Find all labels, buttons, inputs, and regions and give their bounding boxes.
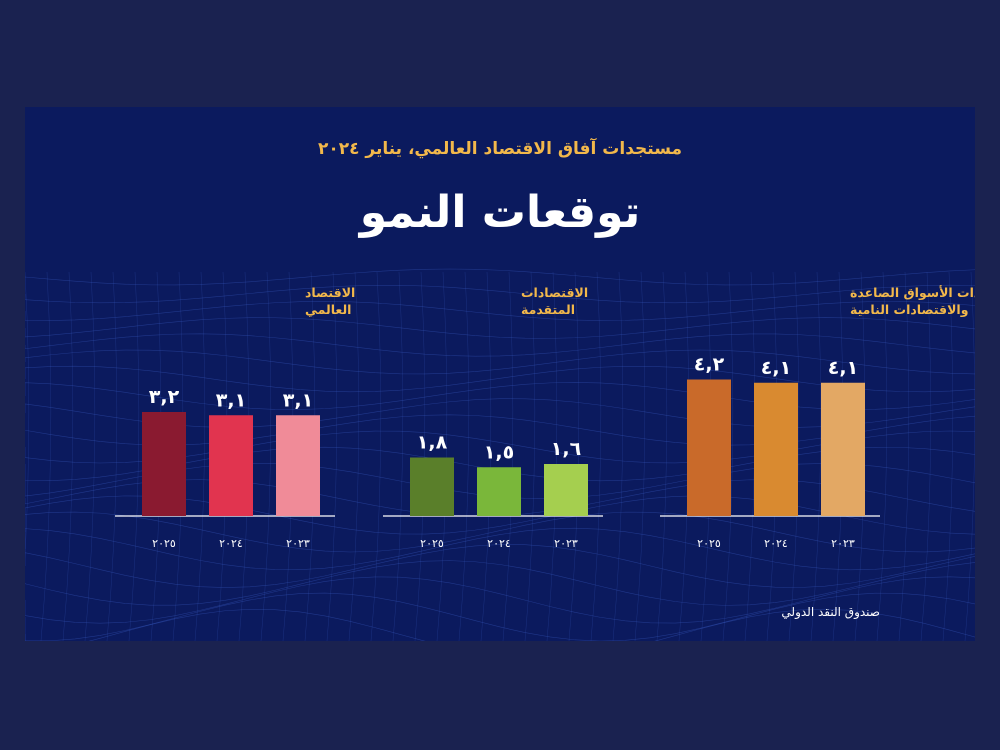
mesh-line: [25, 544, 975, 588]
bar-chart: اقتصادات الأسواق الصاعدة والاقتصادات النا…: [115, 285, 975, 550]
x-tick-label: ٢٠٢٥: [697, 537, 721, 550]
data-label: ١,٨: [417, 432, 448, 454]
mesh-line: [25, 317, 975, 339]
bar: [754, 382, 798, 516]
mesh-line: [128, 271, 140, 641]
group-label: المتقدمة: [521, 302, 575, 317]
x-tick-label: ٢٠٢٣: [831, 537, 855, 550]
mesh-line: [942, 271, 954, 641]
mesh-line: [106, 271, 118, 641]
mesh-line: [25, 284, 975, 304]
mesh-line: [348, 271, 360, 641]
mesh-line: [25, 349, 975, 375]
bar: [276, 415, 320, 516]
mesh-line: [326, 271, 338, 641]
bar: [544, 464, 588, 516]
data-label: ٣,١: [283, 389, 313, 411]
bar: [410, 457, 454, 516]
bar: [687, 379, 731, 516]
mesh-line: [25, 592, 975, 641]
mesh-line: [546, 271, 558, 641]
mesh-line: [612, 271, 624, 641]
mesh-line: [25, 333, 975, 357]
x-tick-label: ٢٠٢٣: [286, 537, 310, 550]
mesh-line: [370, 271, 382, 641]
mesh-line: [722, 271, 734, 641]
x-tick-label: ٢٠٢٤: [219, 537, 243, 550]
mesh-line: [40, 271, 52, 641]
mesh-line: [392, 271, 404, 641]
mesh-line: [414, 271, 426, 641]
mesh-line: [810, 271, 822, 641]
mesh-line: [25, 576, 975, 624]
data-label: ٣,٢: [149, 386, 180, 408]
data-label: ٤,١: [828, 357, 858, 379]
data-label: ٤,٢: [694, 354, 725, 376]
mesh-line: [194, 271, 206, 641]
mesh-line: [876, 271, 888, 641]
mesh-line: [25, 382, 975, 410]
mesh-line: [524, 271, 536, 641]
x-tick-label: ٢٠٢٥: [420, 537, 444, 550]
mesh-line: [25, 608, 975, 641]
mesh-line: [436, 271, 448, 641]
bar: [821, 382, 865, 516]
x-tick-label: ٢٠٢٤: [487, 537, 511, 550]
bar: [209, 415, 253, 516]
mesh-line: [25, 365, 975, 393]
mesh-line: [25, 511, 975, 553]
mesh-line: [920, 271, 932, 641]
chart-title: توقعات النمو: [359, 187, 641, 238]
mesh-line: [260, 271, 272, 641]
mesh-line: [25, 560, 975, 606]
mesh-line: [788, 271, 800, 641]
data-label: ١,٦: [551, 438, 581, 460]
data-label: ١,٥: [484, 441, 514, 463]
mesh-line: [502, 271, 514, 641]
chart-subtitle: مستجدات آفاق الاقتصاد العالمي، يناير ٢٠٢…: [317, 139, 683, 159]
mesh-line: [25, 527, 975, 571]
bar: [142, 412, 186, 516]
mesh-line: [480, 271, 492, 641]
data-label: ٤,١: [761, 357, 791, 379]
mesh-line: [898, 271, 910, 641]
bar: [477, 467, 521, 516]
mesh-line: [656, 271, 668, 641]
group-label: اقتصادات الأسواق الصاعدة: [850, 285, 975, 300]
mesh-line: [964, 271, 975, 641]
x-tick-label: ٢٠٢٤: [764, 537, 788, 550]
chart-panel: مستجدات آفاق الاقتصاد العالمي، يناير ٢٠٢…: [25, 107, 975, 641]
group-label: والاقتصادات النامية: [850, 302, 968, 317]
mesh-line: [25, 301, 975, 321]
mesh-line: [590, 271, 602, 641]
mesh-line: [84, 271, 96, 641]
mesh-line: [25, 271, 30, 561]
mesh-line: [25, 268, 975, 286]
group-label: الاقتصادات: [521, 285, 588, 300]
mesh-line: [634, 271, 646, 641]
x-tick-label: ٢٠٢٥: [152, 537, 176, 550]
mesh-line: [568, 271, 580, 641]
group-label: الاقتصاد: [305, 285, 355, 300]
x-tick-label: ٢٠٢٣: [554, 537, 578, 550]
source-note: صندوق النقد الدولي: [781, 605, 880, 619]
mesh-line: [62, 271, 74, 641]
group-label: العالمي: [305, 302, 351, 317]
mesh-line: [458, 271, 470, 641]
data-label: ٣,١: [216, 389, 246, 411]
